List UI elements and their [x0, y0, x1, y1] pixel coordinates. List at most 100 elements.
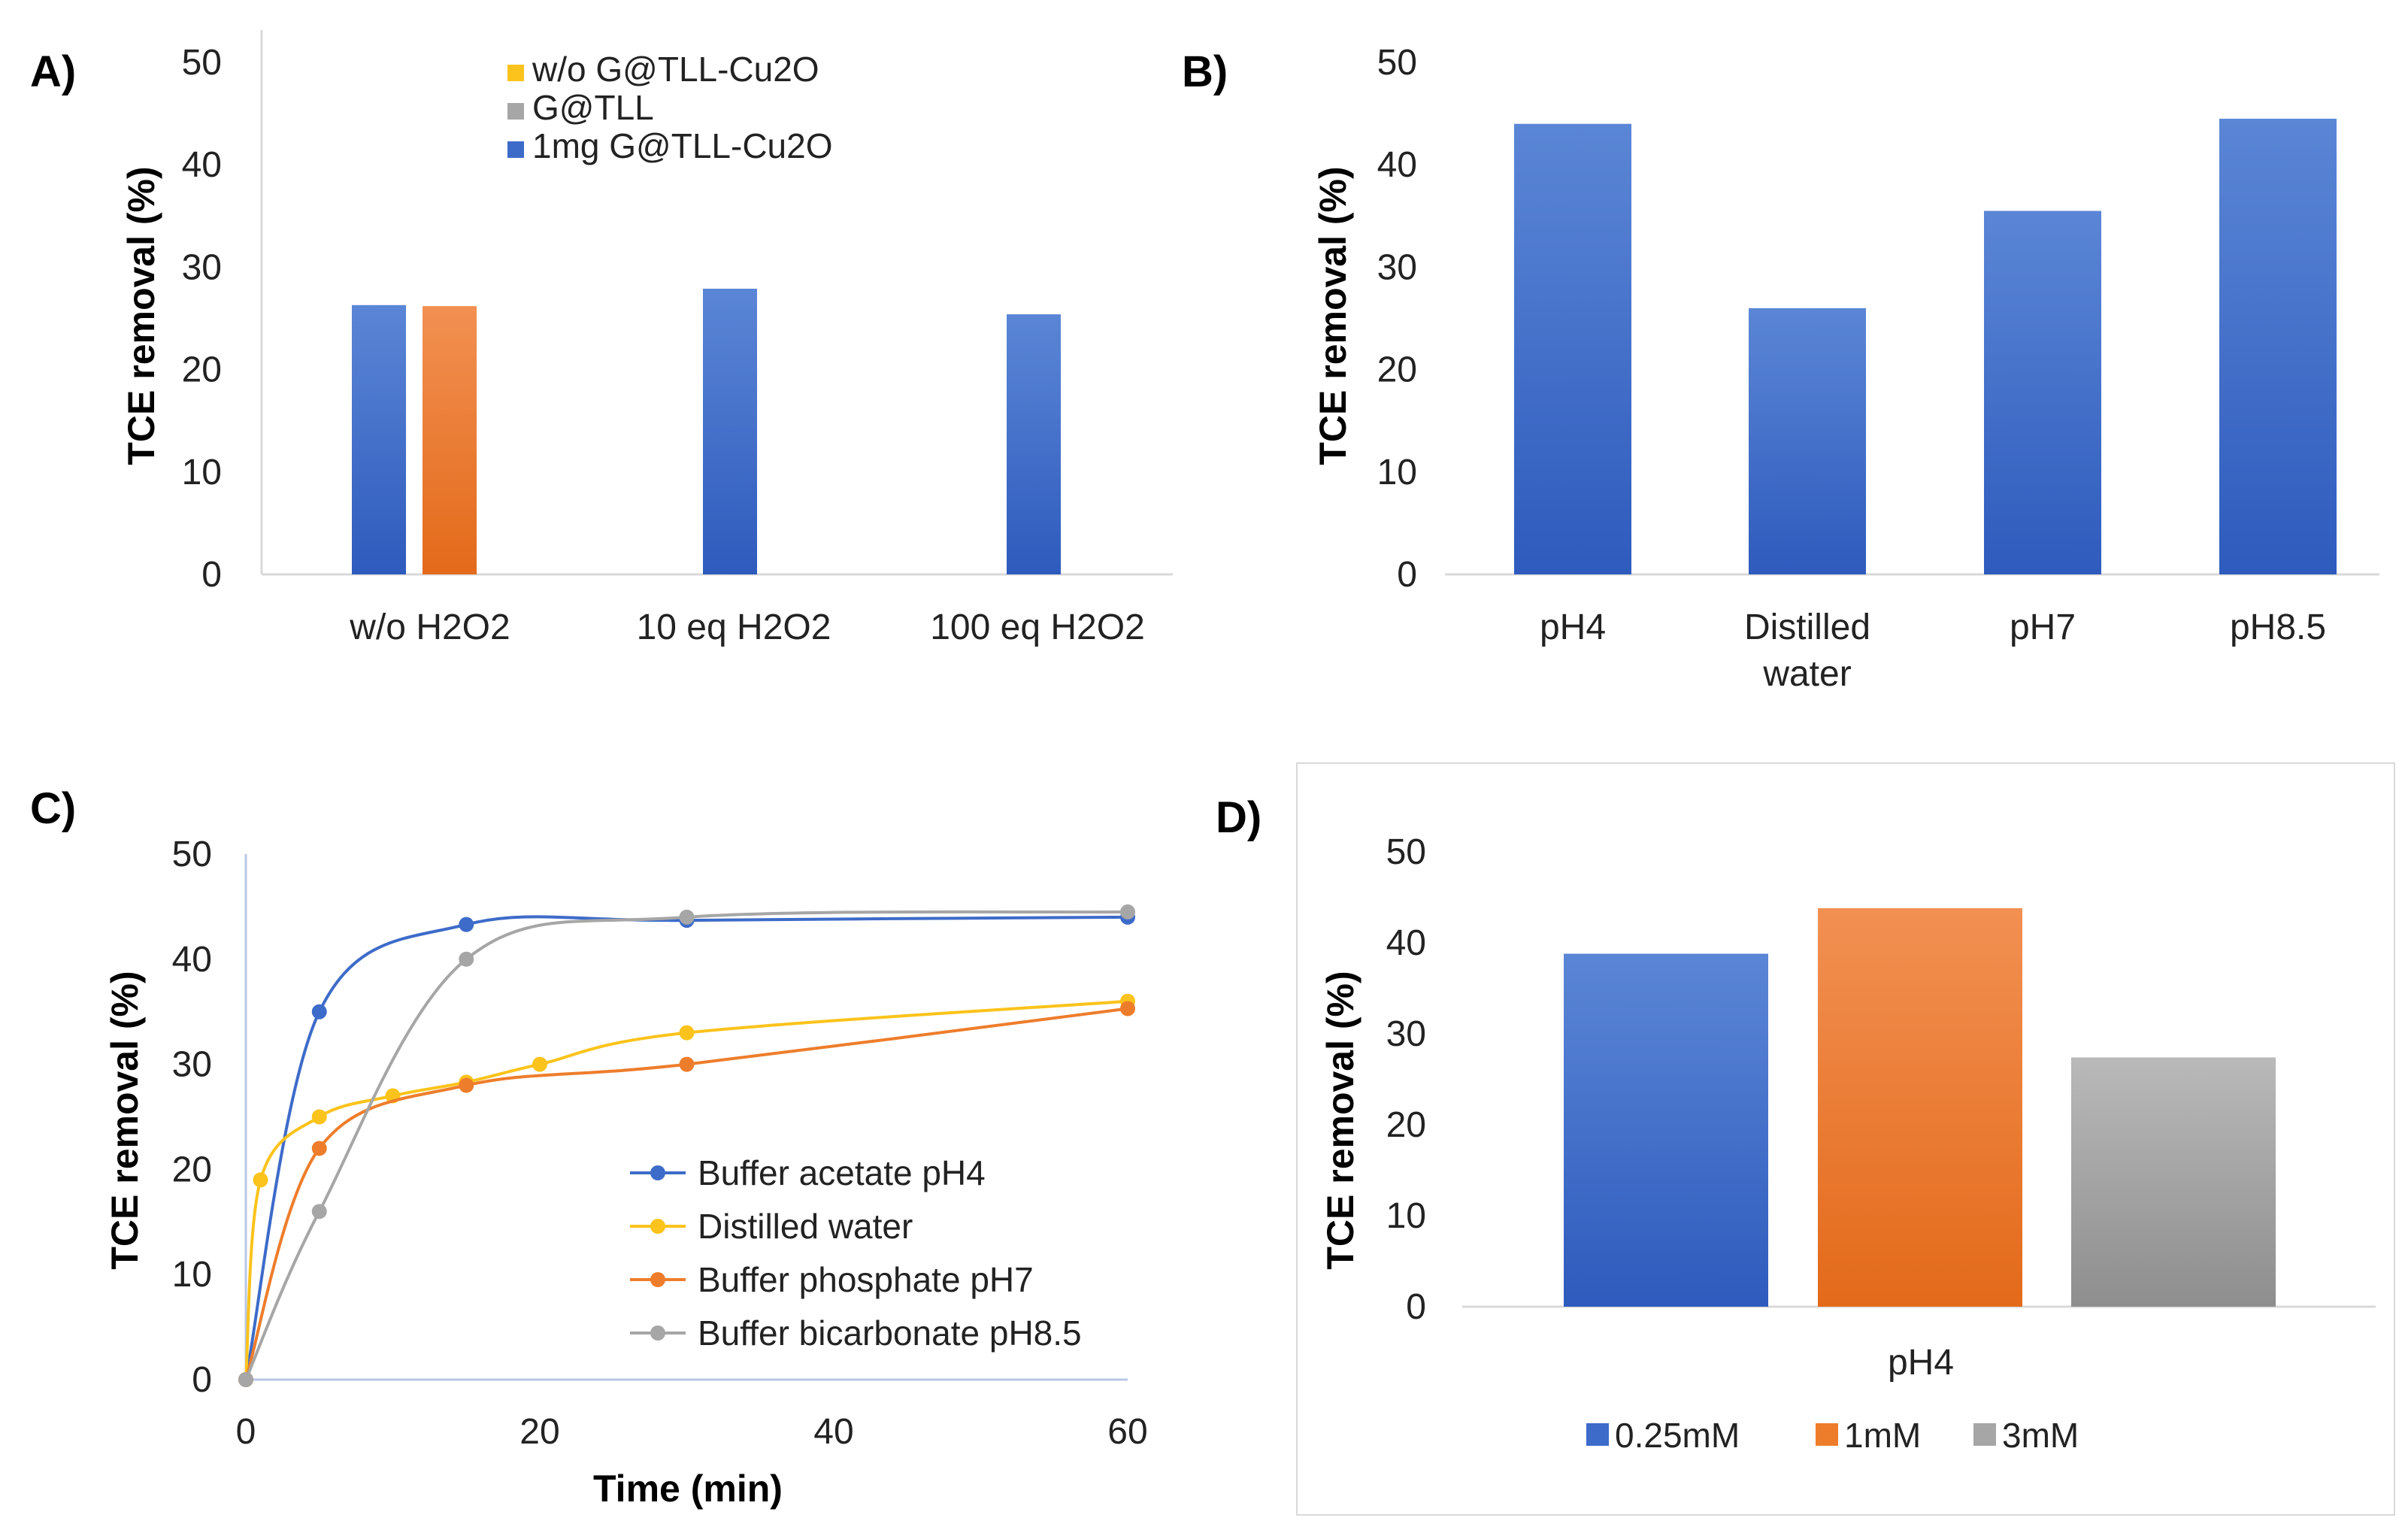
panel-c-point-buffer-phosphate-ph7 — [679, 1056, 695, 1072]
panel-a-bar-1mg-g-tll-cu2o — [703, 289, 757, 574]
panel-d-y-tick-label: 30 — [1386, 1014, 1426, 1054]
panel-a-y-tick-label: 0 — [201, 555, 222, 595]
panel-d-bar-3mm — [2071, 1057, 2276, 1307]
panel-c-x-tick-label: 20 — [519, 1412, 559, 1452]
panel-c-legend-marker — [650, 1219, 665, 1234]
panel-a-legend-label: w/o G@TLL-Cu2O — [532, 50, 819, 89]
panel-b-x-tick-label: pH7 — [2010, 607, 2076, 647]
panel-b-y-tick-label: 10 — [1377, 453, 1417, 492]
panel-c-x-tick-label: 60 — [1107, 1412, 1147, 1452]
panel-b-y-tick-label: 40 — [1377, 145, 1417, 185]
panel-a-bar-1mg-g-tll-cu2o — [352, 304, 406, 574]
panel-b-x-tick-label: pH8.5 — [2230, 607, 2326, 647]
panel-c-point-buffer-phosphate-ph7 — [459, 1077, 474, 1093]
panel-b: B) TCE removal (%) 0 10 20 30 40 50 pH4 Distil… — [1182, 30, 2379, 694]
panel-c-legend-marker — [650, 1272, 665, 1287]
panel-d-frame — [1296, 762, 2395, 1516]
panel-d-legend-swatch — [1973, 1423, 1996, 1446]
panel-c-legend-marker — [650, 1325, 665, 1341]
panel-b-y-tick-label: 20 — [1377, 350, 1417, 390]
panel-d-y-tick-label: 0 — [1406, 1287, 1426, 1327]
panel-b-x-tick-label: water — [1762, 654, 1851, 694]
panel-b-y-tick-label: 50 — [1377, 43, 1417, 83]
panel-d-bar-0-25mm — [1564, 953, 1768, 1307]
panel-d-legend-label: 0.25mM — [1615, 1416, 1740, 1455]
panel-a-legend-swatch — [507, 65, 524, 81]
panel-c-ylabel: TCE removal (%) — [104, 971, 146, 1269]
panel-c-point-distilled-water — [311, 1109, 327, 1125]
panel-c-point-buffer-phosphate-ph7 — [1120, 1001, 1135, 1016]
panel-b-x-tick-label: Distilled — [1744, 607, 1870, 647]
panel-c-point-distilled-water — [679, 1025, 695, 1041]
panel-d-y-tick-label: 20 — [1386, 1105, 1426, 1145]
panel-c-point-buffer-bicarbonate-ph8-5 — [459, 951, 474, 967]
panel-c-point-buffer-phosphate-ph7 — [311, 1141, 327, 1156]
panel-d-legend-swatch — [1586, 1423, 1609, 1446]
panel-c-y-tick-label: 0 — [192, 1360, 212, 1400]
panel-b-bar — [1984, 211, 2101, 574]
panel-a-legend-label: G@TLL — [532, 88, 654, 127]
panel-a-x-tick-label: w/o H2O2 — [349, 607, 510, 647]
panel-c-y-tick-label: 10 — [172, 1255, 212, 1295]
panel-a-legend-label: 1mg G@TLL-Cu2O — [532, 126, 833, 165]
panel-b-y-tick-label: 0 — [1397, 555, 1417, 595]
panel-c-legend-label: Distilled water — [698, 1207, 913, 1246]
panel-c-legend-marker — [650, 1165, 665, 1180]
panel-c-point-buffer-acetate-ph4 — [311, 1004, 327, 1019]
panel-b-label: B) — [1182, 47, 1228, 96]
panel-c-point-distilled-water — [532, 1056, 547, 1072]
panel-c-xlabel: Time (min) — [593, 1468, 783, 1510]
panel-d-y-tick-label: 40 — [1386, 923, 1426, 963]
panel-d-bar-1mm — [1818, 908, 2022, 1307]
panel-d-legend-swatch — [1816, 1423, 1838, 1446]
panel-a: A) TCE removal (%) 0 10 20 30 40 50 w/o H2O2 1… — [30, 30, 1173, 647]
panel-b-x-tick-label: pH4 — [1540, 607, 1606, 647]
panel-c-point-buffer-bicarbonate-ph8-5 — [679, 909, 695, 925]
panel-c-point-distilled-water — [253, 1172, 268, 1188]
panel-a-legend-swatch — [507, 141, 524, 158]
panel-a-ylabel: TCE removal (%) — [120, 166, 162, 465]
panel-c-label: C) — [30, 784, 76, 833]
panel-a-x-tick-label: 10 eq H2O2 — [637, 607, 831, 647]
panel-c-line-buffer-bicarbonate-ph8-5 — [244, 910, 1128, 1380]
panel-c-point-buffer-bicarbonate-ph8-5 — [1120, 904, 1135, 919]
panel-c-legend-label: Buffer bicarbonate pH8.5 — [698, 1313, 1082, 1353]
panel-b-bar — [1514, 123, 1631, 575]
panel-c-y-tick-label: 40 — [172, 940, 212, 980]
panel-b-bar — [1749, 308, 1866, 574]
panel-d-label: D) — [1216, 793, 1262, 842]
panel-a-legend-swatch — [507, 103, 524, 120]
panel-d-legend-label: 3mM — [2002, 1416, 2079, 1455]
panel-a-y-tick-label: 30 — [182, 247, 222, 287]
panel-a-y-tick-label: 50 — [182, 43, 222, 83]
panel-b-ylabel: TCE removal (%) — [1312, 166, 1354, 465]
panel-d-y-tick-label: 10 — [1386, 1196, 1426, 1236]
panel-d-legend-label: 1mM — [1844, 1416, 1921, 1455]
panel-c-legend-label: Buffer phosphate pH7 — [698, 1260, 1034, 1299]
panel-d: D) TCE removal (%) 0 10 20 30 40 50 pH4 0.25m… — [1216, 762, 2395, 1516]
panel-c-x-tick-label: 0 — [236, 1412, 256, 1452]
panel-c-line-buffer-phosphate-ph7 — [244, 1007, 1128, 1380]
panel-a-label: A) — [30, 47, 76, 96]
panel-c-y-tick-label: 20 — [172, 1150, 212, 1189]
panel-a-bar-1mg-g-tll-cu2o — [1007, 314, 1061, 574]
panel-b-bar — [2219, 118, 2337, 574]
panel-a-y-tick-label: 40 — [182, 145, 222, 185]
panel-d-x-tick-label: pH4 — [1888, 1343, 1954, 1383]
panel-a-bar-orange — [423, 306, 477, 574]
panel-d-y-tick-label: 50 — [1386, 832, 1426, 872]
panel-c-line-buffer-acetate-ph4 — [244, 915, 1128, 1380]
panel-c-x-tick-label: 40 — [813, 1412, 853, 1452]
panel-c-point-buffer-acetate-ph4 — [459, 916, 474, 932]
panel-a-x-tick-label: 100 eq H2O2 — [930, 607, 1145, 647]
panel-c-point-buffer-bicarbonate-ph8-5 — [311, 1204, 327, 1219]
panel-c-y-tick-label: 30 — [172, 1045, 212, 1085]
panel-c-point-buffer-bicarbonate-ph8-5 — [238, 1372, 253, 1387]
panel-d-ylabel: TCE removal (%) — [1319, 971, 1362, 1269]
panel-c: C) TCE removal (%) Time (min) 0 10 20 30 40 5… — [30, 784, 1148, 1510]
panel-a-y-tick-label: 10 — [182, 453, 222, 492]
panel-c-legend-label: Buffer acetate pH4 — [698, 1153, 986, 1192]
panel-b-y-tick-label: 30 — [1377, 247, 1417, 287]
panel-a-y-tick-label: 20 — [182, 350, 222, 390]
